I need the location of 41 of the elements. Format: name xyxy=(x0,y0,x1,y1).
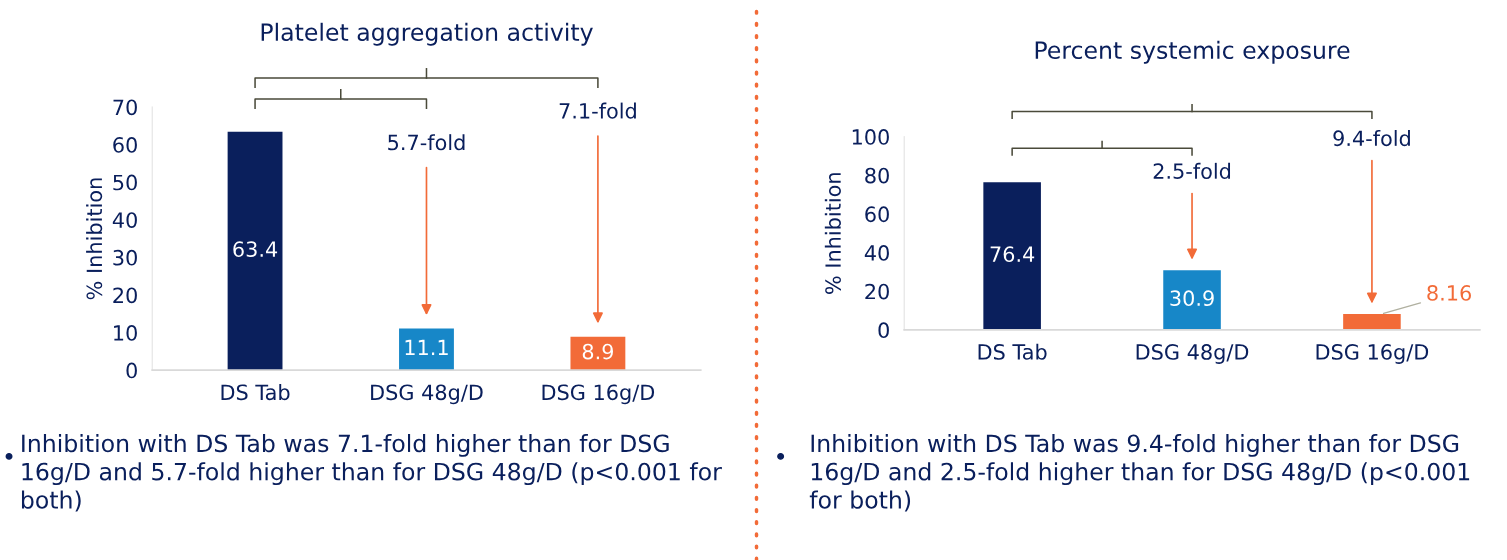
chart-title: Platelet aggregation activity xyxy=(261,22,593,46)
annotation: 9.4-fold xyxy=(1333,130,1410,147)
text: Inhibition with DS Tab was 7.1-fold higher than for DSG 16g/D and 5.7-fold higher than for DSG 48g/D (p<0.001 for both) xyxy=(21,434,722,512)
annotation: 7.1-fold xyxy=(559,102,636,119)
text: Inhibition with DS Tab was 9.4-fold higher than for DSG 16g/D and 2.5-fold higher than for DSG 48g/D (p<0.001 for both) xyxy=(809,434,1470,512)
y-tick-label: 20 xyxy=(113,287,137,304)
x-tick-label: DS Tab xyxy=(978,343,1047,360)
bar xyxy=(983,182,1041,330)
y-tick-label: 20 xyxy=(865,283,889,300)
y-tick-label: 40 xyxy=(864,245,889,261)
data-label: 8.16 xyxy=(1427,285,1471,301)
data-label: 30.9 xyxy=(1170,290,1214,307)
y-tick-label: 0 xyxy=(126,362,137,379)
y-tick-label: 40 xyxy=(112,212,137,228)
bar xyxy=(1163,270,1221,330)
y-tick-label: 50 xyxy=(113,174,137,191)
x-tick-label: DSG 16g/D xyxy=(1316,344,1429,364)
x-tick-label: DSG 16g/D xyxy=(542,384,655,405)
data-label: 63.4 xyxy=(233,241,278,258)
x-tick-label: DSG 48g/D xyxy=(1136,344,1249,364)
annotation: 2.5-fold xyxy=(1153,162,1231,179)
y-tick-label: 70 xyxy=(113,99,137,116)
x-tick-label: DS Tab xyxy=(221,384,290,401)
x-tick-label: DSG 48g/D xyxy=(371,384,483,405)
y-tick-label: 80 xyxy=(865,167,889,184)
y-axis-title: % Inhibition xyxy=(824,173,841,294)
y-tick-label: 0 xyxy=(878,322,889,339)
data-label: 8.9 xyxy=(582,343,613,360)
data-label: 11.1 xyxy=(405,339,448,356)
bar xyxy=(1343,314,1401,330)
y-tick-label: 100 xyxy=(852,129,889,145)
y-tick-label: 60 xyxy=(865,206,889,223)
y-tick-label: 60 xyxy=(113,137,137,153)
y-tick-label: 30 xyxy=(113,249,137,266)
data-label: 76.4 xyxy=(990,246,1035,263)
bar xyxy=(399,328,454,371)
annotation: 5.7-fold xyxy=(388,134,465,151)
y-tick-label: 10 xyxy=(114,325,137,341)
y-axis-title: % Inhibition xyxy=(86,178,103,300)
bar xyxy=(227,131,283,371)
chart-title: Percent systemic exposure xyxy=(1035,40,1350,64)
